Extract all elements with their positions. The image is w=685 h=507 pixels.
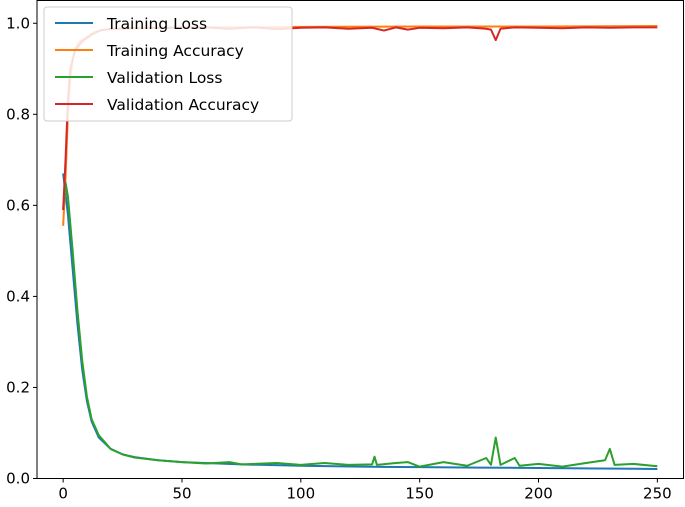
x-tick-label: 250 [643, 485, 672, 503]
series-line-validation-loss [62, 181, 658, 468]
x-axis: 0 50 100 150 200 250 [58, 478, 672, 503]
legend-label: Validation Loss [107, 69, 222, 87]
y-tick-label: 0.2 [6, 378, 30, 396]
x-tick-label: 50 [172, 485, 191, 503]
legend-label: Training Loss [106, 15, 207, 33]
y-tick-label: 0.0 [6, 470, 30, 488]
x-tick-label: 0 [58, 485, 68, 503]
y-tick-label: 0.6 [6, 196, 30, 214]
x-tick-label: 200 [524, 485, 553, 503]
x-tick-label: 150 [405, 485, 434, 503]
y-tick-label: 0.8 [6, 105, 30, 123]
legend-box [43, 6, 293, 122]
x-tick-label: 100 [287, 485, 316, 503]
y-tick-label: 1.0 [6, 14, 30, 32]
legend: Training Loss Training Accuracy Validation… [43, 6, 293, 122]
legend-label: Training Accuracy [106, 42, 244, 60]
y-tick-label: 0.4 [6, 287, 30, 305]
legend-label: Validation Accuracy [107, 96, 259, 114]
y-axis: 0.0 0.2 0.4 0.6 0.8 1.0 [6, 14, 37, 488]
